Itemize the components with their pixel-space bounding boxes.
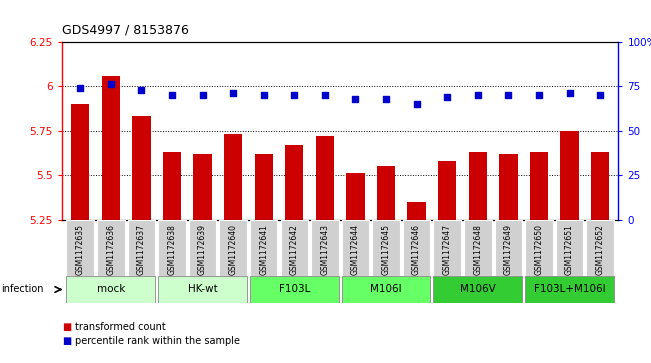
Bar [224, 134, 242, 363]
Bar [530, 152, 548, 363]
Text: GSM1172647: GSM1172647 [443, 224, 452, 275]
Text: GSM1172641: GSM1172641 [259, 224, 268, 275]
Bar [97, 220, 124, 276]
Bar [316, 136, 334, 363]
Point [442, 94, 452, 100]
Text: GSM1172642: GSM1172642 [290, 224, 299, 275]
Bar [193, 154, 212, 363]
Bar [66, 220, 94, 276]
Bar [128, 220, 155, 276]
Text: transformed count: transformed count [75, 322, 165, 332]
Bar [342, 220, 369, 276]
Text: infection: infection [1, 285, 43, 294]
Bar [469, 152, 487, 363]
Text: GSM1172652: GSM1172652 [596, 224, 605, 275]
Text: ■: ■ [62, 336, 71, 346]
Bar [71, 104, 89, 363]
Bar [250, 277, 339, 302]
Text: GSM1172643: GSM1172643 [320, 224, 329, 275]
Bar [587, 220, 614, 276]
Bar [591, 152, 609, 363]
Point [228, 90, 238, 96]
Text: GDS4997 / 8153876: GDS4997 / 8153876 [62, 24, 189, 37]
Bar [189, 220, 216, 276]
Text: GSM1172650: GSM1172650 [534, 224, 544, 275]
Point [473, 92, 483, 98]
Bar [311, 220, 339, 276]
Text: GSM1172636: GSM1172636 [106, 224, 115, 275]
Point [320, 92, 330, 98]
Text: GSM1172645: GSM1172645 [381, 224, 391, 275]
Point [289, 92, 299, 98]
Point [411, 101, 422, 107]
Bar [525, 220, 553, 276]
Bar [556, 220, 583, 276]
Point [534, 92, 544, 98]
Text: F103L: F103L [279, 285, 310, 294]
Bar [438, 161, 456, 363]
Bar [346, 174, 365, 363]
Bar [250, 220, 277, 276]
Bar [434, 277, 522, 302]
Point [350, 96, 361, 102]
Text: GSM1172644: GSM1172644 [351, 224, 360, 275]
Bar [158, 220, 186, 276]
Bar [132, 117, 150, 363]
Bar [102, 76, 120, 363]
Bar [408, 202, 426, 363]
Text: percentile rank within the sample: percentile rank within the sample [75, 336, 240, 346]
Bar [434, 220, 461, 276]
Point [503, 92, 514, 98]
Bar [255, 154, 273, 363]
Text: GSM1172639: GSM1172639 [198, 224, 207, 275]
Point [564, 90, 575, 96]
Point [136, 87, 146, 93]
Bar [377, 166, 395, 363]
Text: GSM1172637: GSM1172637 [137, 224, 146, 275]
Bar [285, 145, 303, 363]
Text: GSM1172638: GSM1172638 [167, 224, 176, 275]
Text: HK-wt: HK-wt [187, 285, 217, 294]
Bar [281, 220, 308, 276]
Text: M106V: M106V [460, 285, 495, 294]
Bar [464, 220, 492, 276]
Text: GSM1172635: GSM1172635 [76, 224, 85, 275]
Text: mock: mock [96, 285, 125, 294]
Bar [163, 152, 181, 363]
Point [167, 92, 177, 98]
Bar [495, 220, 522, 276]
Bar [219, 220, 247, 276]
Text: GSM1172640: GSM1172640 [229, 224, 238, 275]
Bar [342, 277, 430, 302]
Bar [403, 220, 430, 276]
Text: ■: ■ [62, 322, 71, 332]
Point [105, 82, 116, 87]
Point [381, 96, 391, 102]
Text: GSM1172646: GSM1172646 [412, 224, 421, 275]
Text: M106I: M106I [370, 285, 402, 294]
Bar [525, 277, 614, 302]
Bar [66, 277, 155, 302]
Point [75, 85, 85, 91]
Text: GSM1172648: GSM1172648 [473, 224, 482, 275]
Point [197, 92, 208, 98]
Point [595, 92, 605, 98]
Text: F103L+M106I: F103L+M106I [534, 285, 605, 294]
Bar [158, 277, 247, 302]
Text: GSM1172651: GSM1172651 [565, 224, 574, 275]
Bar [499, 154, 518, 363]
Text: GSM1172649: GSM1172649 [504, 224, 513, 275]
Point [258, 92, 269, 98]
Bar [372, 220, 400, 276]
Bar [561, 131, 579, 363]
